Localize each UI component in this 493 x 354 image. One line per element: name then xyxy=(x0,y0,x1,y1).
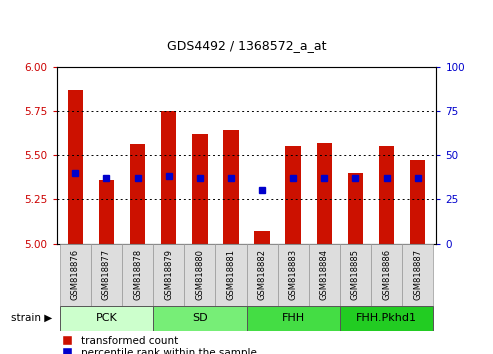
Bar xyxy=(192,134,208,244)
Bar xyxy=(161,111,176,244)
Bar xyxy=(246,306,340,331)
Bar xyxy=(153,306,246,331)
Text: strain ▶: strain ▶ xyxy=(10,313,52,323)
Text: GSM818876: GSM818876 xyxy=(71,249,80,299)
Text: SD: SD xyxy=(192,313,208,323)
Text: GSM818887: GSM818887 xyxy=(413,249,422,299)
Text: GSM818877: GSM818877 xyxy=(102,249,111,299)
Bar xyxy=(215,244,246,306)
Legend: transformed count, percentile rank within the sample: transformed count, percentile rank withi… xyxy=(62,336,256,354)
Bar xyxy=(184,244,215,306)
Text: GDS4492 / 1368572_a_at: GDS4492 / 1368572_a_at xyxy=(167,39,326,52)
Bar xyxy=(91,244,122,306)
Text: GSM818886: GSM818886 xyxy=(382,249,391,299)
Bar xyxy=(60,244,91,306)
Text: GSM818885: GSM818885 xyxy=(351,249,360,299)
Bar xyxy=(153,244,184,306)
Text: GSM818884: GSM818884 xyxy=(320,249,329,299)
Text: GSM818881: GSM818881 xyxy=(226,249,236,299)
Bar xyxy=(246,244,278,306)
Text: GSM818880: GSM818880 xyxy=(195,249,204,299)
Text: GSM818878: GSM818878 xyxy=(133,249,142,299)
Text: FHH: FHH xyxy=(282,313,305,323)
Bar xyxy=(68,90,83,244)
Bar xyxy=(371,244,402,306)
Bar xyxy=(309,244,340,306)
Bar xyxy=(285,146,301,244)
Bar xyxy=(99,180,114,244)
Bar xyxy=(254,231,270,244)
Bar xyxy=(130,144,145,244)
Bar xyxy=(340,306,433,331)
Text: FHH.Pkhd1: FHH.Pkhd1 xyxy=(356,313,417,323)
Bar xyxy=(223,130,239,244)
Bar xyxy=(122,244,153,306)
Bar xyxy=(410,160,425,244)
Text: GSM818882: GSM818882 xyxy=(257,249,267,299)
Bar xyxy=(379,146,394,244)
Text: GSM818879: GSM818879 xyxy=(164,249,173,299)
Bar xyxy=(348,173,363,244)
Bar xyxy=(278,244,309,306)
Text: GSM818883: GSM818883 xyxy=(289,249,298,299)
Bar xyxy=(402,244,433,306)
Bar xyxy=(60,306,153,331)
Text: PCK: PCK xyxy=(96,313,117,323)
Bar xyxy=(340,244,371,306)
Bar xyxy=(317,143,332,244)
